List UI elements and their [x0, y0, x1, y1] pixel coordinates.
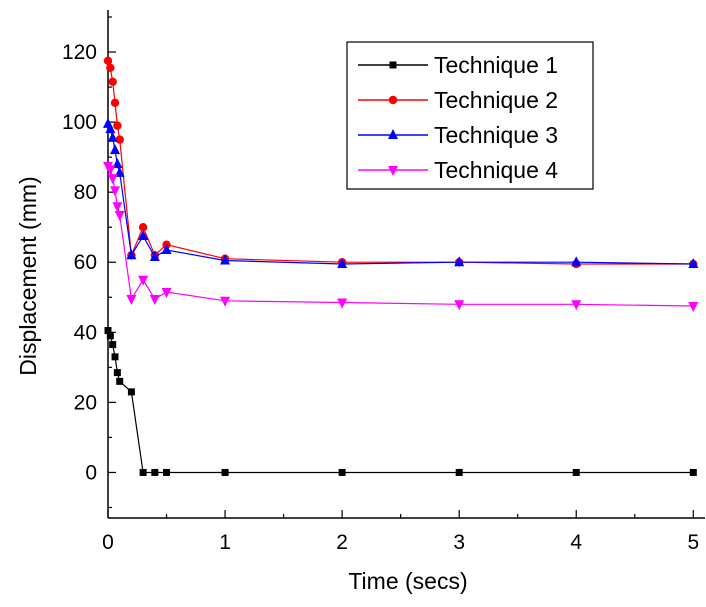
x-tick-label: 2	[336, 531, 348, 554]
series-4	[103, 161, 699, 313]
data-point	[139, 468, 147, 476]
legend-label: Technique 3	[434, 122, 558, 148]
data-point	[108, 77, 117, 87]
y-tick-label: 100	[62, 111, 97, 134]
data-point	[337, 298, 348, 309]
data-point	[688, 258, 699, 268]
legend-label: Technique 1	[434, 52, 558, 78]
y-tick-label: 120	[62, 41, 97, 64]
data-point	[163, 468, 171, 476]
legend-label: Technique 2	[434, 87, 558, 113]
legend-marker	[388, 166, 398, 176]
x-tick-label: 1	[219, 531, 231, 554]
data-point	[149, 250, 160, 261]
plot-frame	[107, 10, 705, 519]
series-line	[107, 330, 694, 474]
legend-box	[346, 41, 594, 190]
data-point	[572, 468, 580, 476]
y-tick-label: 80	[74, 181, 97, 204]
data-point	[113, 121, 122, 130]
x-tick-label: 4	[570, 531, 582, 554]
data-point	[104, 327, 112, 335]
data-point	[151, 468, 159, 476]
x-tick-label: 0	[102, 531, 114, 554]
x-tick-label: 5	[687, 531, 699, 554]
data-point	[220, 254, 231, 265]
y-tick-label: 0	[85, 461, 97, 484]
data-point	[455, 468, 463, 476]
y-axis: 0 20 40 60 80 100 120	[62, 16, 116, 509]
data-point	[112, 202, 123, 213]
y-tick-label: 60	[74, 251, 97, 274]
y-tick-label: 40	[74, 321, 97, 344]
data-point	[105, 165, 116, 176]
legend-marker	[388, 129, 398, 139]
data-point	[115, 135, 124, 144]
data-point	[116, 377, 124, 385]
y-axis-title: Displacement (mm)	[15, 176, 41, 375]
data-point	[688, 302, 699, 313]
data-point	[109, 341, 117, 349]
data-point	[338, 468, 346, 476]
series-layer	[103, 56, 699, 476]
data-point	[571, 256, 582, 267]
legend-label: Technique 4	[434, 157, 558, 183]
x-axis-title: Time (secs)	[348, 568, 467, 594]
data-point	[107, 174, 118, 185]
y-tick-label: 20	[74, 391, 97, 414]
data-point	[114, 210, 125, 221]
data-point	[138, 223, 148, 232]
x-tick-label: 3	[453, 531, 465, 554]
data-point	[689, 468, 697, 476]
data-point	[110, 186, 121, 197]
legend-marker	[389, 61, 397, 69]
data-point	[161, 288, 172, 299]
data-point	[106, 332, 114, 340]
data-point	[454, 256, 465, 267]
data-point	[149, 295, 160, 306]
data-point	[103, 56, 113, 65]
data-point	[138, 275, 149, 286]
data-point	[220, 296, 231, 307]
data-point	[126, 249, 137, 260]
data-point	[107, 131, 118, 142]
legend-marker	[388, 95, 398, 105]
data-point	[110, 98, 120, 108]
data-point	[127, 388, 135, 396]
data-point	[161, 243, 172, 254]
data-point	[221, 468, 229, 476]
data-point	[113, 369, 121, 377]
data-point	[337, 258, 348, 268]
data-point	[111, 353, 119, 361]
legend: Technique 1 Technique 2 Technique 3 Techniq…	[346, 41, 594, 190]
data-point	[126, 295, 137, 306]
data-point	[138, 229, 149, 240]
data-point	[105, 123, 116, 134]
series-1	[104, 327, 697, 476]
x-axis: 0 1 2 3 4 5	[102, 510, 699, 554]
data-point	[110, 144, 121, 155]
data-point	[106, 63, 115, 73]
data-point	[454, 300, 465, 311]
data-point	[571, 300, 582, 311]
